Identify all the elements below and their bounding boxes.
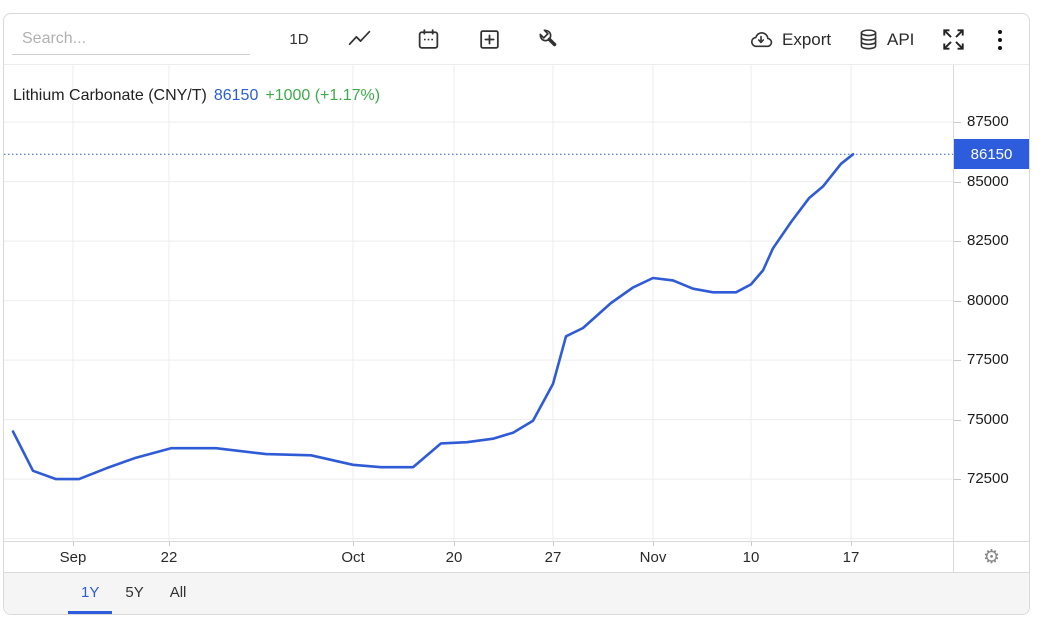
x-axis-tick — [353, 542, 354, 546]
current-price-tag: 86150 — [954, 139, 1029, 169]
y-axis-tick — [954, 360, 961, 361]
last-price: 86150 — [213, 87, 259, 104]
x-axis-label: 17 — [842, 549, 860, 566]
y-axis-label: 75000 — [967, 411, 1009, 428]
menu-button[interactable] — [990, 14, 1010, 65]
wrench-icon — [538, 29, 556, 47]
price-chart-plot[interactable] — [4, 65, 953, 541]
y-axis-label: 82500 — [967, 232, 1009, 249]
x-axis-row: ⚙ Sep 22 Oct 20 27 Nov 10 17 — [4, 541, 1029, 573]
y-axis-tick — [954, 241, 961, 242]
export-button[interactable]: Export — [746, 14, 831, 65]
y-axis-tick — [954, 182, 961, 183]
cloud-download-icon — [750, 31, 773, 47]
interval-button[interactable]: 1D — [284, 14, 314, 65]
x-axis-label: Oct — [341, 549, 365, 566]
series-line — [11, 153, 855, 481]
y-axis-label: 72500 — [967, 470, 1009, 487]
y-axis-tick — [954, 479, 961, 480]
add-compare-icon — [479, 30, 499, 49]
price-chart-widget: 1D — [3, 13, 1030, 615]
y-axis-label: 80000 — [967, 292, 1009, 309]
add-compare-button[interactable] — [474, 14, 504, 65]
x-axis-label: 27 — [544, 549, 562, 566]
search-input[interactable] — [12, 26, 250, 55]
x-axis-label: Nov — [639, 549, 667, 566]
chart-toolbar: 1D — [4, 14, 1029, 65]
chart-type-button[interactable] — [344, 14, 374, 65]
range-tab-strip: 1Y 5Y All — [4, 572, 1029, 614]
y-axis-label: 85000 — [967, 173, 1009, 190]
tools-button[interactable] — [534, 14, 564, 65]
x-axis-tick — [751, 542, 752, 546]
tab-1y[interactable]: 1Y — [68, 573, 113, 614]
interval-label: 1D — [289, 31, 309, 48]
x-axis-tick — [73, 542, 74, 546]
x-axis-tick — [851, 542, 852, 546]
y-axis-label: 87500 — [967, 113, 1009, 130]
y-axis-tick — [954, 420, 961, 421]
api-label: API — [887, 29, 915, 49]
x-axis-label: 20 — [445, 549, 463, 566]
x-axis-label: Sep — [59, 549, 87, 566]
chart-region: Lithium Carbonate (CNY/T) 86150 +1000 (+… — [4, 65, 1029, 541]
tab-all[interactable]: All — [169, 583, 187, 601]
gear-icon: ⚙ — [982, 546, 1001, 568]
y-axis-tick — [954, 122, 961, 123]
export-label: Export — [782, 29, 832, 49]
kebab-menu-icon — [998, 29, 1002, 50]
x-axis-tick — [653, 542, 654, 546]
fullscreen-button[interactable] — [937, 14, 969, 65]
chart-header: Lithium Carbonate (CNY/T) 86150 +1000 (+… — [13, 87, 380, 105]
calendar-button[interactable] — [413, 14, 443, 65]
y-axis-tick — [954, 301, 961, 302]
x-axis-label: 22 — [160, 549, 178, 566]
y-axis-label: 77500 — [967, 351, 1009, 368]
fullscreen-icon — [942, 29, 964, 50]
x-axis-tick — [553, 542, 554, 546]
x-axis-tick — [454, 542, 455, 546]
line-chart-icon — [348, 30, 370, 46]
tab-5y[interactable]: 5Y — [125, 583, 144, 601]
database-icon — [860, 29, 877, 50]
x-axis-tick — [169, 542, 170, 546]
y-axis-pane: 86150 87500 85000 82500 80000 77500 75000 7250… — [953, 65, 1029, 541]
axis-settings-button[interactable]: ⚙ — [953, 542, 1029, 573]
calendar-icon — [418, 29, 438, 49]
x-axis-label: 10 — [742, 549, 760, 566]
api-button[interactable]: API — [856, 14, 914, 65]
instrument-title: Lithium Carbonate (CNY/T) — [13, 87, 207, 104]
price-change: +1000 (+1.17%) — [265, 87, 381, 104]
